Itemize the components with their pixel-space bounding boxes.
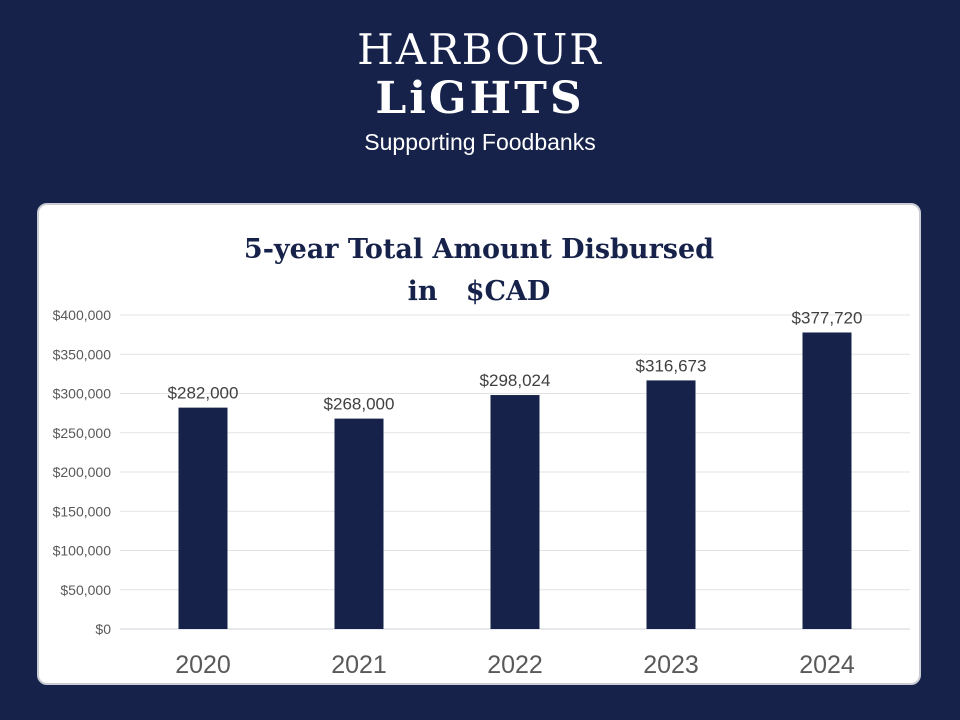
x-tick-label: 2023	[643, 651, 699, 679]
logo-name-line2: LiGHTS	[375, 73, 585, 124]
y-tick-label: $50,000	[60, 582, 111, 598]
y-tick-label: $250,000	[53, 425, 112, 441]
bar	[490, 395, 540, 629]
y-tick-label: $400,000	[53, 307, 112, 323]
bar	[646, 380, 696, 629]
organization-logo: HARBOUR LiGHTS Supporting Foodbanks	[0, 26, 960, 158]
x-tick-label: 2021	[331, 651, 387, 679]
y-tick-label: $300,000	[53, 386, 112, 402]
data-label: $298,024	[480, 371, 551, 390]
chart-title: 5-year Total Amount Disbursed in $CAD	[39, 229, 919, 313]
data-label: $282,000	[168, 384, 239, 403]
logo-name-line1: HARBOUR	[357, 25, 603, 74]
bar	[802, 332, 852, 629]
y-tick-label: $0	[95, 621, 111, 637]
y-tick-label: $100,000	[53, 543, 112, 559]
x-tick-label: 2022	[487, 651, 543, 679]
bar	[178, 407, 228, 629]
data-label: $377,720	[792, 308, 863, 327]
x-tick-label: 2020	[175, 651, 231, 679]
chart-title-line2: in $CAD	[407, 276, 551, 307]
data-label: $268,000	[324, 395, 395, 414]
y-tick-label: $350,000	[53, 346, 112, 362]
y-tick-label: $150,000	[53, 503, 112, 519]
bar	[334, 418, 384, 629]
chart-title-line1: 5-year Total Amount Disbursed	[243, 234, 715, 265]
data-label: $316,673	[636, 356, 707, 375]
x-tick-label: 2024	[799, 651, 855, 679]
logo-tagline: Supporting Foodbanks	[364, 129, 596, 155]
y-tick-label: $200,000	[53, 464, 112, 480]
